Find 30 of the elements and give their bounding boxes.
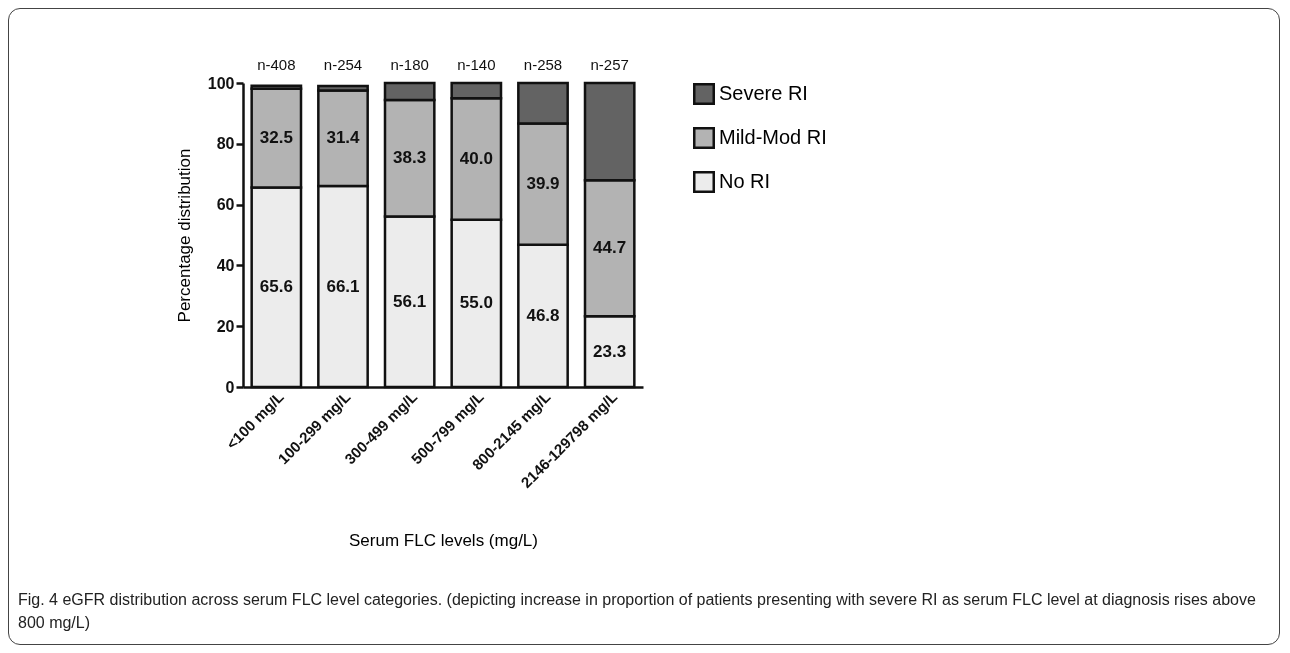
data-label: 40.0 [459, 149, 493, 168]
data-label: 39.9 [526, 174, 560, 194]
legend-label: No RI [719, 170, 771, 192]
y-tick-label: 80 [216, 135, 235, 153]
y-tick-label: 100 [207, 74, 235, 92]
data-label: 65.6 [259, 277, 293, 297]
y-tick-label: 60 [216, 196, 235, 214]
text: n-140 [457, 56, 496, 73]
text: n-180 [390, 56, 429, 73]
data-label: 66.1 [326, 276, 360, 296]
data-label: 38.3 [393, 148, 427, 168]
data-label: 44.7 [593, 238, 627, 258]
x-axis-title: Serum FLC levels (mg/L) [349, 530, 538, 550]
data-label: 31.4 [326, 128, 361, 148]
y-tick-label: 0 [225, 378, 235, 396]
legend-label: Mild-Mod RI [719, 126, 827, 148]
y-axis-title: Percentage distribution [174, 148, 194, 323]
text: n-254 [323, 56, 363, 73]
text: n-408 [257, 56, 296, 73]
data-label: 56.1 [393, 291, 427, 311]
y-tick-label: 40 [216, 256, 235, 274]
caption: Fig. 4 eGFR distribution across serum FLC level categories. (depicting increase in proportion of patients presenting with severe RI as serum FLC level at diagnosis rises above 800 mg/L) [18, 590, 1257, 634]
data-label: 55.0 [459, 293, 493, 313]
data-label: 46.8 [526, 305, 560, 325]
data-label: 23.3 [593, 341, 627, 361]
text: n-257 [590, 56, 629, 73]
text: n-258 [523, 56, 563, 73]
y-tick-label: 20 [216, 317, 235, 335]
data-label: 32.5 [259, 128, 293, 148]
legend-label: Severe RI [719, 82, 808, 104]
